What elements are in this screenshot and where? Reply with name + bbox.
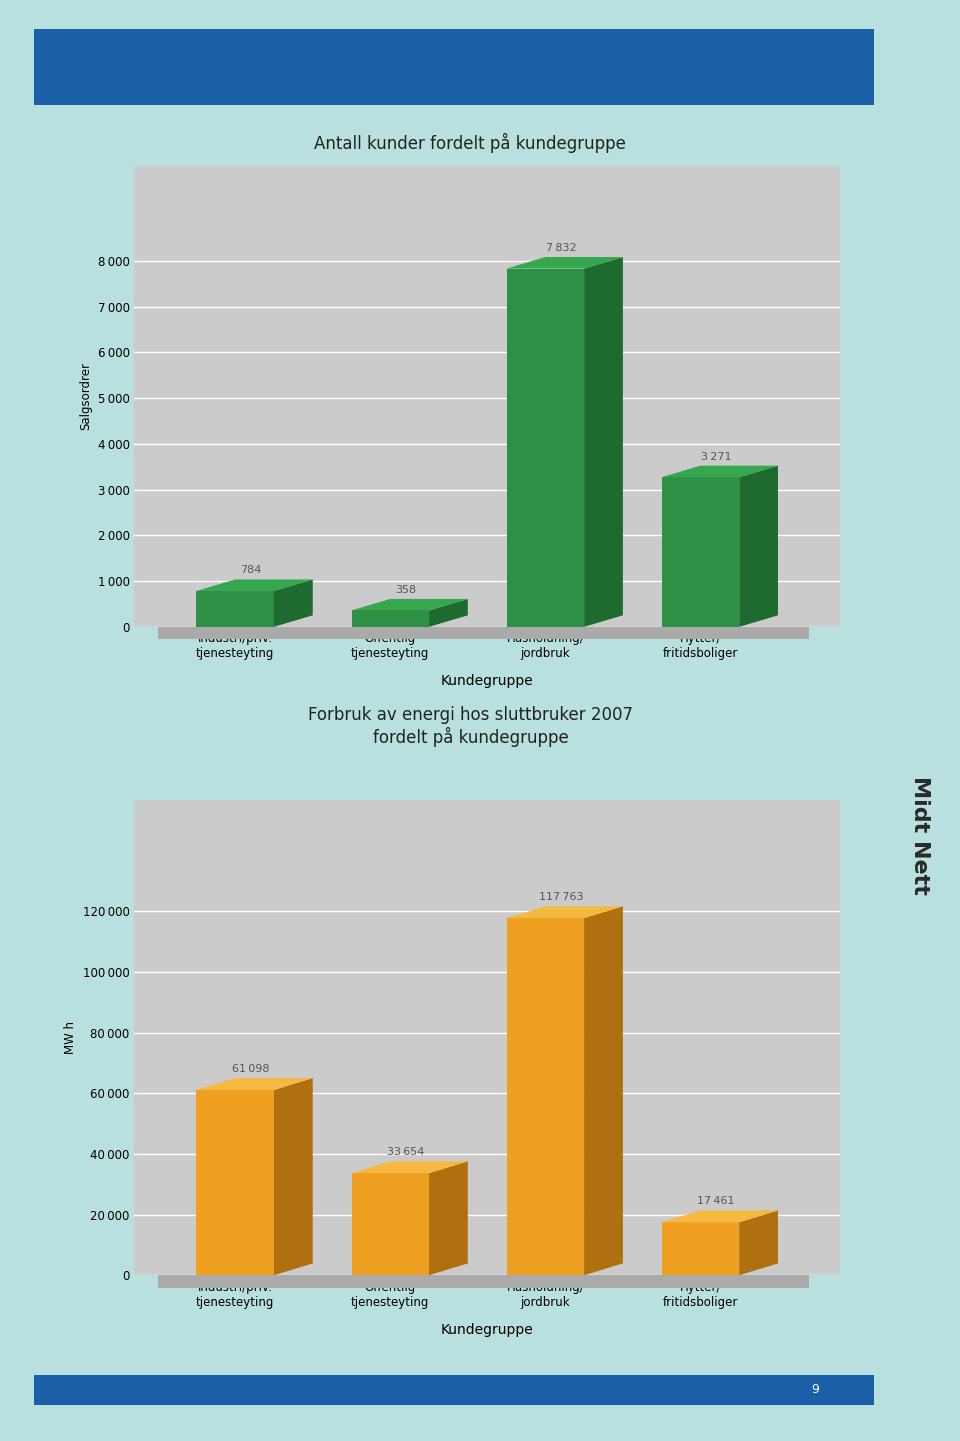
Text: 7 832: 7 832 xyxy=(545,244,576,254)
Text: 61 098: 61 098 xyxy=(232,1063,270,1074)
Text: Antall kunder fordelt på kundegruppe: Antall kunder fordelt på kundegruppe xyxy=(315,133,626,153)
Bar xyxy=(197,1089,274,1275)
Text: 9: 9 xyxy=(811,1383,819,1396)
Text: 17 461: 17 461 xyxy=(697,1196,734,1206)
X-axis label: Kundegruppe: Kundegruppe xyxy=(441,674,534,689)
Bar xyxy=(661,477,739,627)
Text: 358: 358 xyxy=(396,585,417,595)
Y-axis label: MW h: MW h xyxy=(64,1022,77,1053)
Polygon shape xyxy=(584,906,623,1275)
Text: 784: 784 xyxy=(240,565,261,575)
Bar xyxy=(157,1275,809,1288)
Text: 33 654: 33 654 xyxy=(387,1147,424,1157)
Text: Forbruk av energi hos sluttbruker 2007
fordelt på kundegruppe: Forbruk av energi hos sluttbruker 2007 f… xyxy=(308,706,633,748)
Bar xyxy=(34,29,874,105)
Polygon shape xyxy=(351,599,468,611)
Polygon shape xyxy=(507,256,623,268)
Polygon shape xyxy=(351,1161,468,1173)
Polygon shape xyxy=(739,1210,778,1275)
Bar xyxy=(34,1375,874,1405)
Text: 117 763: 117 763 xyxy=(539,892,583,902)
Polygon shape xyxy=(429,599,468,627)
Polygon shape xyxy=(507,906,623,918)
Bar xyxy=(507,268,584,627)
X-axis label: Kundegruppe: Kundegruppe xyxy=(441,1323,534,1337)
Polygon shape xyxy=(157,1277,770,1288)
Text: Midt Nett: Midt Nett xyxy=(910,777,930,895)
Polygon shape xyxy=(661,465,778,477)
Bar xyxy=(157,627,809,640)
Polygon shape xyxy=(584,256,623,627)
Polygon shape xyxy=(157,628,770,640)
Polygon shape xyxy=(739,465,778,627)
Bar xyxy=(351,611,429,627)
Polygon shape xyxy=(197,1078,313,1089)
Polygon shape xyxy=(274,579,313,627)
Polygon shape xyxy=(429,1161,468,1275)
Polygon shape xyxy=(197,579,313,591)
Bar xyxy=(351,1173,429,1275)
Bar xyxy=(507,918,584,1275)
Polygon shape xyxy=(661,1210,778,1222)
Polygon shape xyxy=(274,1078,313,1275)
Bar xyxy=(661,1222,739,1275)
Y-axis label: Salgsordrer: Salgsordrer xyxy=(79,362,92,431)
Bar xyxy=(197,591,274,627)
Text: 3 271: 3 271 xyxy=(701,451,732,461)
